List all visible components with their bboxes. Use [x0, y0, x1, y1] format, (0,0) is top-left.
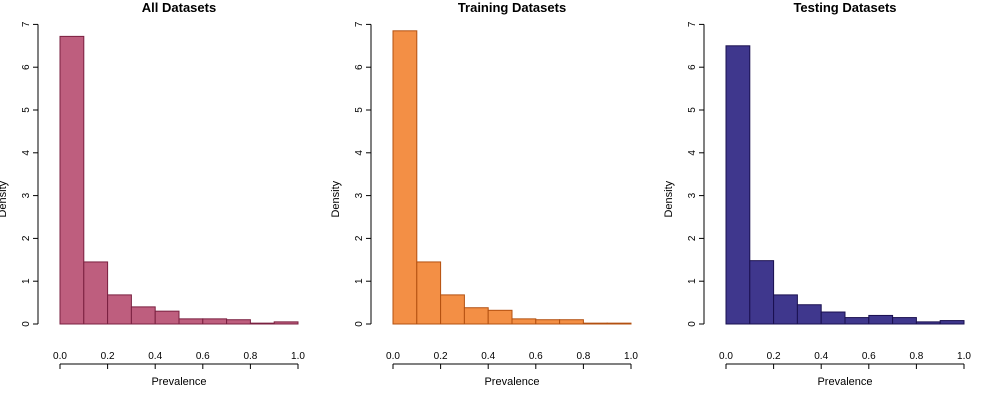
histogram-bar: [725, 45, 751, 325]
histogram-bar: [868, 314, 894, 325]
histogram-bar: [130, 306, 156, 325]
x-tick-label: 0.8: [909, 351, 923, 362]
x-tick-label: 0.8: [243, 351, 257, 362]
histogram-bar: [844, 317, 870, 325]
histogram-bar: [416, 261, 442, 325]
x-tick-label: 0.8: [576, 351, 590, 362]
y-axis-label: Density: [663, 180, 675, 217]
x-tick-label: 0.6: [529, 351, 543, 362]
y-tick-label: 4: [354, 150, 365, 156]
y-tick-label: 0: [354, 321, 365, 327]
x-tick-label: 0.2: [434, 351, 448, 362]
y-tick-label: 3: [354, 192, 365, 198]
y-tick-label: 3: [687, 192, 698, 198]
chart-title: Training Datasets: [458, 0, 566, 15]
x-tick-label: 0.2: [101, 351, 115, 362]
y-tick-label: 6: [21, 64, 32, 70]
y-tick-label: 4: [687, 150, 698, 156]
y-tick-label: 6: [687, 64, 698, 70]
histogram-bar: [511, 318, 537, 325]
histogram-bar: [154, 310, 180, 325]
histogram-bar: [892, 317, 917, 325]
y-tick-label: 4: [21, 150, 32, 156]
histogram-bar: [820, 311, 846, 325]
histogram-bar: [83, 261, 109, 325]
x-tick-label: 1.0: [957, 351, 971, 362]
y-tick-label: 7: [354, 21, 365, 27]
x-tick-label: 1.0: [624, 351, 638, 362]
histogram-panel-3: Testing Datasets 0 1 2 3 4 5 6 7 Density 0.0 0.2 0.4…: [663, 0, 971, 388]
histogram-bar: [59, 35, 85, 325]
y-tick-label: 7: [687, 21, 698, 27]
y-tick-label: 1: [21, 278, 32, 284]
histogram-bar: [273, 321, 299, 325]
histogram-panel-1: All Datasets 0 1 2 3 4 5 6 7 Density 0.0 0.2 0.4 0.6 0…: [0, 0, 305, 388]
histogram-bar: [915, 321, 941, 325]
y-tick-label: 1: [687, 278, 698, 284]
x-tick-label: 0.4: [481, 351, 495, 362]
histogram-bar: [178, 318, 204, 325]
y-axis-label: Density: [330, 180, 342, 217]
x-tick-label: 0.4: [814, 351, 828, 362]
x-tick-label: 0.6: [196, 351, 210, 362]
y-tick-label: 3: [21, 192, 32, 198]
y-tick-label: 5: [354, 107, 365, 113]
x-axis-label: Prevalence: [151, 376, 206, 388]
histogram-bar: [249, 322, 275, 325]
x-axis-label: Prevalence: [817, 376, 872, 388]
histogram-bar: [440, 294, 465, 325]
histogram-bar: [107, 294, 132, 325]
y-tick-label: 2: [21, 235, 32, 241]
histogram-bar: [939, 320, 965, 325]
y-tick-label: 1: [354, 278, 365, 284]
histogram-bar: [392, 30, 418, 325]
chart-title: Testing Datasets: [793, 0, 896, 15]
x-tick-label: 0.0: [719, 351, 733, 362]
x-tick-label: 0.4: [148, 351, 162, 362]
histogram-bar: [535, 319, 561, 325]
histogram-bar: [202, 318, 228, 325]
x-tick-label: 0.0: [386, 351, 400, 362]
histogram-bar: [582, 322, 608, 325]
histogram-bar: [796, 304, 822, 325]
y-tick-label: 2: [687, 235, 698, 241]
x-tick-label: 0.6: [862, 351, 876, 362]
x-tick-label: 1.0: [291, 351, 305, 362]
x-tick-label: 0.2: [767, 351, 781, 362]
x-axis-label: Prevalence: [484, 376, 539, 388]
y-tick-label: 0: [687, 321, 698, 327]
histogram-bar: [463, 307, 489, 325]
histogram-bar: [773, 294, 798, 325]
histogram-bar: [749, 260, 775, 325]
x-tick-label: 0.0: [53, 351, 67, 362]
y-tick-label: 6: [354, 64, 365, 70]
chart-title: All Datasets: [142, 0, 216, 15]
y-tick-label: 7: [21, 21, 32, 27]
y-tick-label: 2: [354, 235, 365, 241]
y-axis-label: Density: [0, 180, 9, 217]
y-tick-label: 5: [687, 107, 698, 113]
histogram-bar: [559, 319, 584, 325]
histogram-bar: [487, 309, 513, 325]
y-tick-label: 5: [21, 107, 32, 113]
histogram-bar: [226, 319, 251, 325]
histogram-bar: [606, 322, 632, 325]
histogram-panel-2: Training Datasets 0 1 2 3 4 5 6 7 Density 0.0 0.2 0.…: [330, 0, 638, 388]
y-tick-label: 0: [21, 321, 32, 327]
